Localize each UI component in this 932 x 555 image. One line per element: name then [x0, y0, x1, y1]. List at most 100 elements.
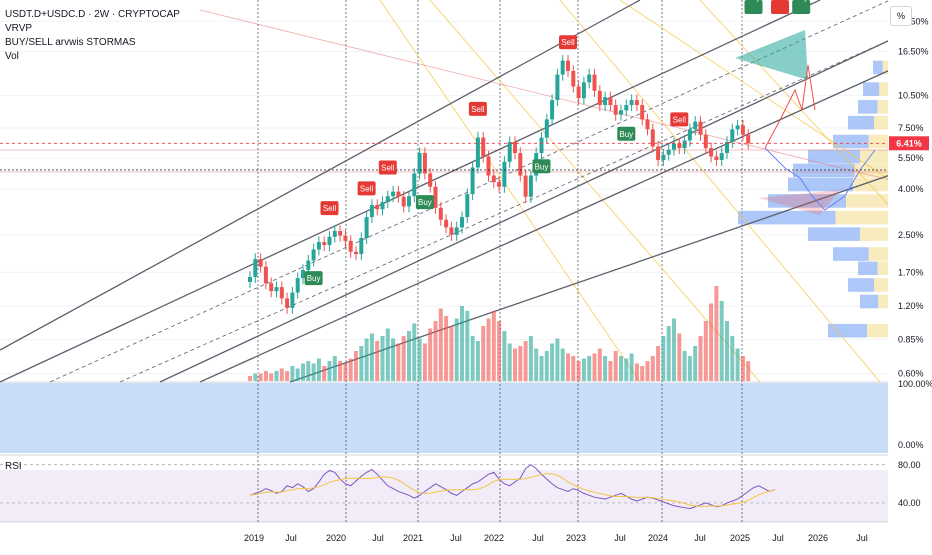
volume-profile-bar [879, 82, 888, 96]
sell-signal: Sell [320, 201, 339, 216]
price-axis-tick: 2.50% [898, 230, 924, 240]
projection-path [764, 147, 876, 211]
time-axis-tick: 2026 [808, 533, 828, 543]
candle-body [449, 227, 454, 235]
buy-signal: Buy [415, 195, 434, 210]
sell-signal-text: Sell [773, 0, 787, 2]
candle-body [502, 161, 507, 187]
channel-midline [119, 39, 891, 383]
candle-body [560, 60, 565, 75]
volume-bar [364, 338, 369, 381]
candle-body [507, 141, 512, 162]
volume-bar [677, 333, 682, 381]
candle-body [428, 173, 433, 187]
candle-body [518, 153, 523, 176]
volume-bar [544, 351, 549, 381]
sell-signal-bg [559, 35, 577, 50]
candle-body [650, 129, 655, 147]
volume-bar [348, 358, 353, 381]
candle-body [491, 175, 496, 183]
volume-bar [661, 336, 666, 381]
time-axis-tick: 2022 [484, 533, 504, 543]
price-axis-tick: 22.50% [898, 16, 929, 26]
time-axis-tick: Jul [614, 533, 626, 543]
volume-bar [295, 368, 300, 381]
candle-body [348, 240, 353, 252]
volume-bar [438, 308, 443, 381]
buy-signal-bg [532, 159, 551, 174]
volume-bar [311, 363, 316, 381]
buy-signal-bg [744, 0, 763, 14]
volume-bar [725, 321, 729, 381]
volume-bar [391, 338, 396, 381]
volume-bar [597, 348, 602, 381]
candle-body [698, 121, 703, 135]
rsi-axis-tick: 80.00 [898, 460, 921, 470]
candle-body [656, 146, 661, 160]
volume-bar [316, 358, 321, 381]
volume-bar [550, 343, 555, 381]
volume-bar [560, 348, 565, 381]
volume-profile-bar [882, 60, 888, 75]
volume-profile-bar [848, 115, 874, 130]
candle-body [592, 74, 597, 91]
volume-bar [444, 316, 449, 381]
time-axis-tick: 2021 [403, 533, 423, 543]
candle-body [263, 266, 268, 284]
fib-line [619, 0, 921, 201]
candle-body [301, 270, 305, 279]
candle-body [253, 258, 258, 277]
sell-signal: Sell [559, 35, 577, 50]
price-axis-tick: 10.50% [898, 90, 929, 100]
rsi-pane-label[interactable]: RSI [5, 461, 22, 472]
volume-profile-bar [860, 294, 879, 309]
sell-signal: Sell [357, 181, 376, 196]
candle-body [316, 242, 321, 250]
price-axis-tick: 0.85% [898, 335, 924, 345]
trend-line [199, 9, 891, 181]
volume-bar [322, 366, 327, 381]
candle-body [661, 154, 666, 160]
candle-body [359, 237, 364, 255]
volume-profile-bar [835, 210, 888, 225]
candle-body [544, 119, 549, 138]
sell-signal-bg [378, 160, 397, 175]
volume-bar [746, 361, 751, 381]
candle-body [746, 134, 751, 144]
volume-bar [481, 326, 486, 381]
volume-bar [401, 336, 406, 381]
sell-signal-bg [320, 201, 339, 216]
sell-signal: Sell [771, 0, 789, 14]
indicator-buysell[interactable]: BUY/SELL arvwis STORMAS [5, 37, 136, 48]
candle-body [343, 235, 348, 241]
time-axis-tick: Jul [772, 533, 784, 543]
candle-body [486, 156, 491, 176]
volume-profile-bar [874, 115, 888, 130]
indicator-vrvp[interactable]: VRVP [5, 23, 33, 34]
volume-bar [433, 321, 438, 381]
candle-body [634, 100, 639, 106]
buy-signal-text: Buy [307, 274, 321, 283]
percent-scale-button[interactable]: % [890, 6, 912, 26]
volume-bar [640, 366, 645, 381]
indicator-vol[interactable]: Vol [5, 51, 19, 62]
candle-body [481, 137, 486, 157]
volume-bar [698, 336, 703, 381]
candle-body [528, 175, 533, 197]
candle-body [640, 105, 645, 120]
candle-body [645, 119, 650, 130]
price-axis-tick: 4.00% [898, 184, 924, 194]
volume-profile-bar [854, 163, 888, 178]
volume-bar [269, 373, 274, 381]
volume-bar [385, 328, 390, 381]
volume-bar [666, 326, 671, 381]
candle-body [290, 292, 295, 308]
candle-body [354, 251, 358, 255]
symbol-title[interactable]: USDT.D+USDC.D · 2W · CRYPTOCAP [5, 9, 180, 20]
volume-profile-bar [808, 227, 860, 241]
candle-body [703, 134, 708, 149]
time-axis-tick: Jul [285, 533, 297, 543]
candle-body [248, 276, 252, 282]
